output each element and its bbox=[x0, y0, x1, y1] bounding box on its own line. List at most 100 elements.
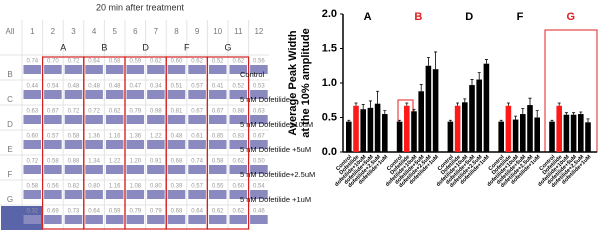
trace bbox=[44, 65, 62, 74]
trace bbox=[229, 190, 248, 199]
error-bar bbox=[484, 59, 488, 64]
plate-title: 20 min after treatment bbox=[96, 2, 185, 12]
column-label: 1 bbox=[30, 27, 35, 36]
bar bbox=[382, 114, 388, 152]
bar bbox=[346, 121, 352, 152]
cell-value: 0.47 bbox=[129, 84, 141, 90]
trace bbox=[147, 65, 165, 74]
trace bbox=[126, 165, 145, 174]
cell-value: 0.62 bbox=[232, 209, 244, 215]
bar bbox=[483, 63, 490, 152]
bar bbox=[498, 121, 504, 152]
cell-value: 0.58 bbox=[212, 159, 224, 165]
cell-value: 0.74 bbox=[191, 159, 203, 165]
trace bbox=[44, 165, 62, 174]
cell-value: 0.64 bbox=[88, 59, 100, 65]
trace bbox=[44, 140, 62, 149]
trace bbox=[64, 65, 83, 74]
error-bar bbox=[535, 110, 539, 118]
bar bbox=[353, 105, 359, 152]
cell-value: 0.83 bbox=[232, 134, 244, 140]
column-label: 9 bbox=[195, 27, 200, 36]
trace bbox=[208, 115, 227, 124]
cell-value: 0.68 bbox=[171, 159, 183, 165]
cell-value: 0.63 bbox=[253, 109, 265, 115]
trace bbox=[44, 90, 62, 99]
error-bar bbox=[361, 103, 365, 110]
cell-value: 0.88 bbox=[232, 109, 244, 115]
column-label: 2 bbox=[51, 27, 56, 36]
cell-value: 0.88 bbox=[68, 159, 80, 165]
cell-value: 0.54 bbox=[47, 84, 59, 90]
cell-value: 0.58 bbox=[47, 159, 59, 165]
trace bbox=[188, 65, 206, 74]
cell-value: 0.48 bbox=[109, 84, 121, 90]
cell-value: 0.41 bbox=[212, 84, 224, 90]
cell-value: 0.70 bbox=[47, 59, 59, 65]
trace bbox=[23, 115, 42, 124]
column-label: 3 bbox=[71, 27, 76, 36]
trace bbox=[167, 190, 186, 199]
bar bbox=[396, 121, 403, 152]
treatment-label: 5 nM Dofetilide +1uM bbox=[240, 195, 311, 204]
error-bar bbox=[579, 111, 583, 115]
trace bbox=[64, 190, 83, 199]
trace bbox=[23, 140, 42, 149]
cell-value: 1.36 bbox=[129, 134, 141, 140]
trace bbox=[85, 165, 103, 174]
trace bbox=[105, 115, 124, 124]
y-axis-title: at the 10% amplitude bbox=[300, 28, 312, 137]
treatment-label: 5 nM Dofetilide +5uM bbox=[240, 145, 311, 154]
cell-value: 0.52 bbox=[232, 84, 244, 90]
column-label: 6 bbox=[133, 27, 138, 36]
trace bbox=[126, 215, 145, 224]
row-label: C bbox=[7, 95, 13, 104]
trace bbox=[229, 215, 248, 224]
trace bbox=[208, 165, 227, 174]
bar bbox=[418, 91, 424, 152]
cell-value: 0.91 bbox=[150, 159, 162, 165]
error-bar bbox=[572, 112, 576, 115]
cell-value: 0.80 bbox=[150, 184, 162, 190]
trace bbox=[250, 65, 268, 74]
cell-value: 0.48 bbox=[171, 134, 183, 140]
group-label: F bbox=[184, 42, 190, 52]
bar bbox=[570, 114, 577, 152]
group-label: B bbox=[101, 42, 107, 52]
treatment-label: 5 nM Dofetilide+2.5uM bbox=[240, 170, 315, 179]
cell-value: 0.34 bbox=[150, 84, 162, 90]
error-bar bbox=[434, 51, 438, 70]
cell-value: 0.57 bbox=[47, 134, 59, 140]
trace bbox=[147, 190, 165, 199]
trace bbox=[229, 65, 248, 74]
group-box bbox=[206, 56, 250, 230]
trace bbox=[23, 90, 42, 99]
cell-value: 0.39 bbox=[171, 184, 183, 190]
cell-value: 0.67 bbox=[191, 109, 203, 115]
cell-value: 1.16 bbox=[109, 184, 121, 190]
error-bar bbox=[383, 110, 387, 115]
error-bar bbox=[557, 102, 561, 106]
cell-value: 0.79 bbox=[129, 209, 141, 215]
treatment-label: 5 nM Dofetilide bbox=[240, 95, 290, 104]
cell-value: 0.58 bbox=[109, 59, 121, 65]
group-label: G bbox=[567, 11, 576, 23]
trace bbox=[147, 215, 165, 224]
trace bbox=[250, 190, 268, 199]
trace bbox=[188, 190, 206, 199]
bar bbox=[527, 105, 533, 152]
cell-value: 0.50 bbox=[253, 159, 265, 165]
trace bbox=[188, 215, 206, 224]
trace bbox=[85, 90, 103, 99]
bar bbox=[425, 65, 432, 152]
column-label: 11 bbox=[234, 27, 243, 36]
column-label: 4 bbox=[92, 27, 97, 36]
row-label: F bbox=[8, 170, 13, 179]
bar bbox=[374, 103, 381, 152]
trace bbox=[23, 65, 42, 74]
cell-value: 1.36 bbox=[88, 134, 100, 140]
trace bbox=[105, 90, 124, 99]
trace bbox=[105, 65, 124, 74]
column-label: 5 bbox=[112, 27, 117, 36]
error-bar bbox=[463, 98, 467, 103]
